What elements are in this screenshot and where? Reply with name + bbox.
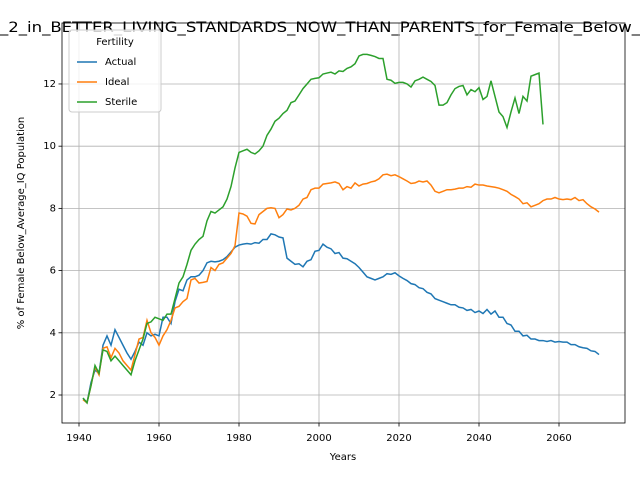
legend-label: Actual <box>105 57 136 68</box>
legend-label: Sterile <box>105 97 137 108</box>
y-tick-label: 4 <box>50 328 56 339</box>
legend-title: Fertility <box>96 37 134 48</box>
series-line <box>82 233 600 405</box>
x-tick-label: 2040 <box>466 433 491 444</box>
y-axis-label: % of Female Below_Average_IQ Population <box>16 117 27 330</box>
x-tick-label: 1960 <box>146 433 171 444</box>
y-tick-label: 8 <box>50 203 56 214</box>
series-line <box>82 173 600 405</box>
x-tick-label: 2060 <box>546 433 571 444</box>
series-line <box>82 53 544 405</box>
y-tick-label: 12 <box>43 79 56 90</box>
y-tick-label: 10 <box>43 141 56 152</box>
x-tick-label: 1980 <box>226 433 251 444</box>
y-tick-label: 6 <box>50 266 56 277</box>
legend-box <box>68 29 162 113</box>
y-tick-label: 2 <box>50 390 56 401</box>
x-tick-label: 2000 <box>306 433 331 444</box>
legend-label: Ideal <box>105 77 129 88</box>
plot-frame <box>61 22 626 424</box>
x-axis-label: Years <box>329 452 356 463</box>
x-tick-label: 2020 <box>386 433 411 444</box>
x-tick-label: 1940 <box>66 433 91 444</box>
